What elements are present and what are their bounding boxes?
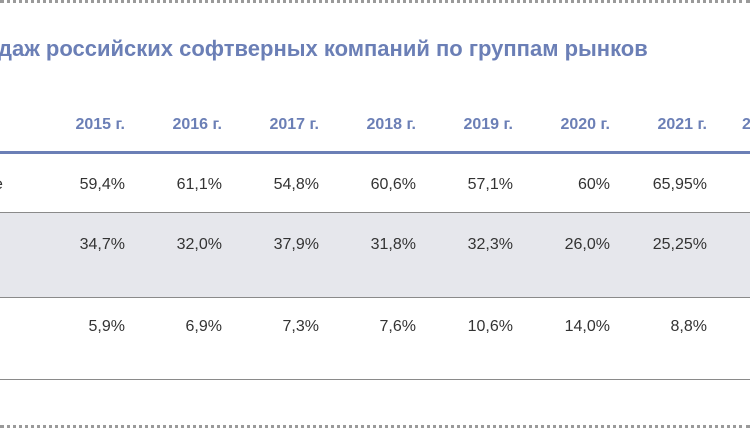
year-header: 2019 г. [463,116,513,133]
year-header: 2021 г. [657,116,707,133]
table-cell: 6,9% [185,318,222,335]
year-header: 2016 г. [172,116,222,133]
year-header: 2017 г. [269,116,319,133]
table-cell: 8,8% [670,318,707,335]
table-cell: 60% [577,176,610,193]
table-bottom-rule [0,379,750,380]
row-divider [0,212,750,213]
table-cell: 26,0% [564,236,610,253]
table-title: даж российских софтверных компаний по гр… [0,36,648,61]
table-cell: 32,3% [467,236,513,253]
row-label: е [0,176,3,194]
bottom-dotted-border [0,425,750,428]
year-header: 2018 г. [366,116,416,133]
table-cell: 61,1% [176,176,222,193]
row-divider [0,297,750,298]
table-cell: 5,9% [88,318,125,335]
year-header-cut: 2 [742,116,750,133]
year-header: 2020 г. [560,116,610,133]
table-cell: 37,9% [273,236,319,253]
table-cell: 31,8% [370,236,416,253]
table-cell: 32,0% [176,236,222,253]
table-cell: 7,3% [282,318,319,335]
table-cell: 59,4% [79,176,125,193]
year-header: 2015 г. [75,116,125,133]
header-rule [0,151,750,154]
table-cell: 34,7% [79,236,125,253]
shaded-row-background [0,213,750,297]
table-cell: 25,25% [652,236,707,253]
table-cell: 65,95% [652,176,707,193]
table-cell: 10,6% [467,318,513,335]
table-cell: 14,0% [564,318,610,335]
table-cell: 7,6% [379,318,416,335]
table-cell: 60,6% [370,176,416,193]
table-cell: 57,1% [467,176,513,193]
top-dotted-border [0,0,750,3]
table-cell: 54,8% [273,176,319,193]
